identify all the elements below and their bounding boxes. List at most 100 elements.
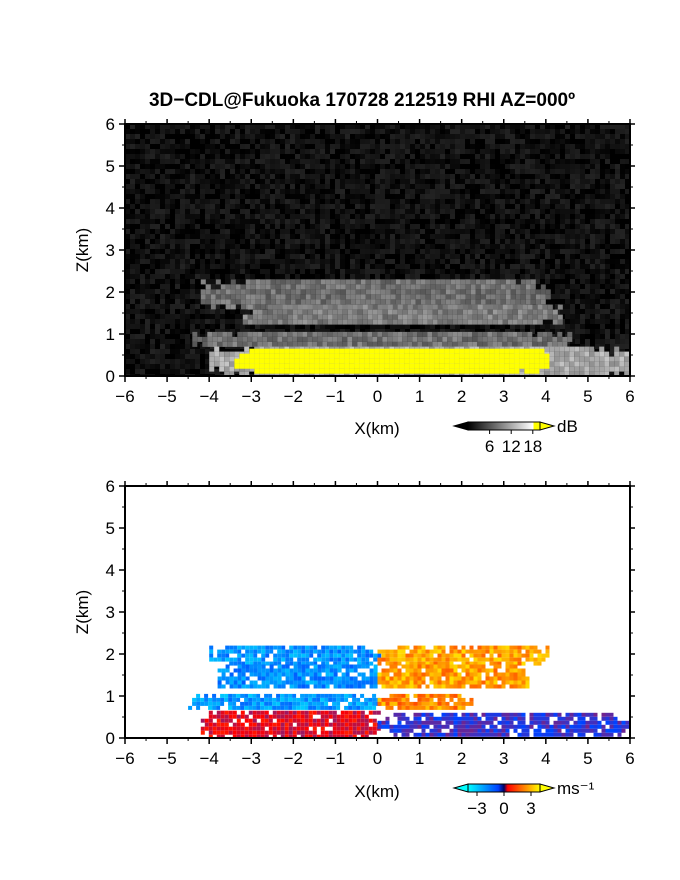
heatmap-cell [470, 154, 475, 159]
heatmap-cell [245, 254, 250, 259]
heatmap-cell [455, 254, 460, 259]
heatmap-cell [455, 249, 460, 254]
heatmap-cell [520, 139, 525, 144]
heatmap-cell [205, 179, 210, 184]
heatmap-cell [130, 244, 135, 249]
heatmap-cell [400, 224, 405, 229]
heatmap-cell [505, 169, 510, 174]
heatmap-cell [445, 274, 450, 279]
heatmap-cell [155, 339, 160, 344]
heatmap-cell [595, 264, 600, 269]
heatmap-cell [170, 134, 175, 139]
heatmap-cell [415, 204, 420, 209]
heatmap-cell [180, 254, 185, 259]
heatmap-cell [340, 154, 345, 159]
heatmap-cell [165, 339, 170, 344]
heatmap-cell [190, 134, 195, 139]
heatmap-cell [200, 254, 205, 259]
heatmap-cell [520, 199, 525, 204]
heatmap-cell [300, 269, 305, 274]
heatmap-cell [540, 139, 545, 144]
heatmap-cell [505, 249, 510, 254]
heatmap-cell [155, 154, 160, 159]
heatmap-cell [345, 149, 350, 154]
heatmap-cell [625, 179, 630, 184]
heatmap-cell [135, 129, 140, 134]
heatmap-cell [225, 274, 230, 279]
heatmap-cell [350, 124, 355, 129]
heatmap-cell [485, 189, 490, 194]
heatmap-cell [535, 259, 540, 264]
heatmap-cell [265, 139, 270, 144]
heatmap-cell [565, 149, 570, 154]
heatmap-cell [540, 189, 545, 194]
heatmap-cell [205, 134, 210, 139]
heatmap-cell [505, 234, 510, 239]
heatmap-cell [580, 179, 585, 184]
heatmap-cell [220, 279, 225, 284]
heatmap-cell [620, 134, 625, 139]
heatmap-cell [570, 204, 575, 209]
heatmap-cell [560, 199, 565, 204]
heatmap-cell [325, 219, 330, 224]
heatmap-cell [560, 254, 565, 259]
heatmap-cell [420, 229, 425, 234]
heatmap-cell [375, 139, 380, 144]
heatmap-cell [245, 259, 250, 264]
heatmap-cell [335, 139, 340, 144]
heatmap-cell [275, 234, 280, 239]
heatmap-cell [235, 349, 240, 354]
heatmap-cell [555, 289, 560, 294]
heatmap-cell [170, 274, 175, 279]
heatmap-cell [580, 239, 585, 244]
heatmap-cell [405, 134, 410, 139]
heatmap-cell [210, 189, 215, 194]
heatmap-cell [475, 134, 480, 139]
heatmap-cell [520, 124, 525, 129]
heatmap-cell [240, 259, 245, 264]
heatmap-cell [290, 224, 295, 229]
heatmap-cell [370, 329, 375, 334]
heatmap-cell [570, 284, 575, 289]
heatmap-cell [310, 159, 315, 164]
heatmap-cell [570, 334, 575, 339]
heatmap-cell [495, 324, 500, 329]
heatmap-cell [370, 264, 375, 269]
heatmap-cell [145, 194, 150, 199]
heatmap-cell [620, 339, 625, 344]
heatmap-cell [250, 214, 255, 219]
heatmap-cell [170, 359, 175, 364]
heatmap-cell [295, 229, 300, 234]
heatmap-cell [440, 204, 445, 209]
heatmap-cell [135, 339, 140, 344]
heatmap-cell [390, 174, 395, 179]
heatmap-cell [330, 164, 335, 169]
heatmap-cell [345, 244, 350, 249]
heatmap-cell [345, 129, 350, 134]
heatmap-cell [320, 264, 325, 269]
heatmap-cell [385, 134, 390, 139]
heatmap-cell [305, 174, 310, 179]
heatmap-cell [400, 214, 405, 219]
heatmap-cell [470, 249, 475, 254]
heatmap-cell [315, 224, 320, 229]
heatmap-cell [575, 309, 580, 314]
heatmap-cell [595, 249, 600, 254]
heatmap-cell [250, 324, 255, 329]
heatmap-cell [310, 149, 315, 154]
heatmap-cell [385, 139, 390, 144]
heatmap-cell [425, 129, 430, 134]
heatmap-cell [205, 214, 210, 219]
heatmap-cell [300, 129, 305, 134]
heatmap-cell [380, 199, 385, 204]
heatmap-cell [210, 224, 215, 229]
heatmap-cell [490, 234, 495, 239]
heatmap-cell [280, 184, 285, 189]
heatmap-cell [420, 219, 425, 224]
heatmap-cell [605, 314, 610, 319]
heatmap-cell [245, 164, 250, 169]
heatmap-cell [460, 219, 465, 224]
heatmap-cell [350, 229, 355, 234]
heatmap-cell [305, 134, 310, 139]
heatmap-cell [575, 219, 580, 224]
